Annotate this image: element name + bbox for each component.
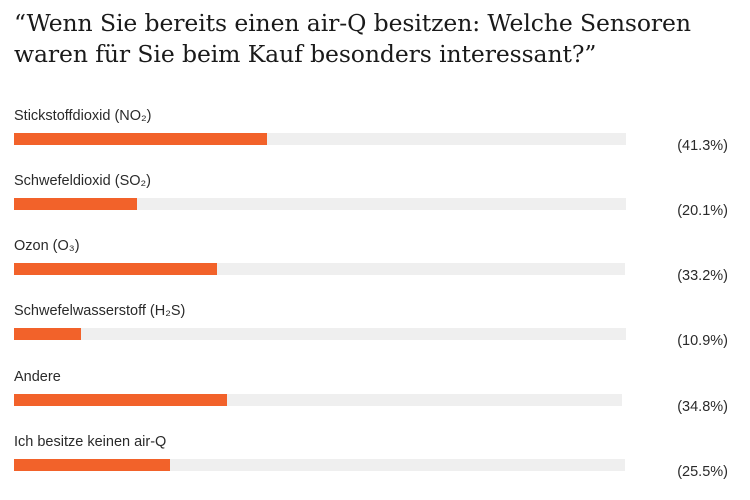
poll-option-label: Ich besitze keinen air-Q [14,434,167,450]
poll-percentage-label: (10.9%) [677,333,728,349]
poll-bar-fill [14,328,81,340]
poll-option-row: Ozon (O₃) (33.2%) [0,237,750,303]
poll-percentage-label: (34.8%) [677,399,728,415]
poll-bar-track [14,133,626,145]
poll-bar-track [14,263,625,275]
poll-bar-fill [14,394,227,406]
poll-bar-track [14,198,626,210]
poll-percentage-label: (33.2%) [677,268,728,284]
poll-option-label: Schwefeldioxid (SO₂) [14,173,151,189]
poll-option-label: Schwefelwasserstoff (H₂S) [14,303,186,319]
poll-bar-fill [14,133,267,145]
poll-option-row: Stickstoffdioxid (NO₂) (41.3%) [0,107,750,173]
poll-option-row: Schwefelwasserstoff (H₂S) (10.9%) [0,302,750,368]
poll-option-label: Andere [14,369,61,385]
poll-percentage-label: (20.1%) [677,203,728,219]
poll-percentage-label: (25.5%) [677,464,728,480]
poll-option-label: Stickstoffdioxid (NO₂) [14,108,152,124]
poll-option-row: Schwefeldioxid (SO₂) (20.1%) [0,172,750,238]
poll-bar-fill [14,459,170,471]
poll-option-label: Ozon (O₃) [14,238,80,254]
poll-bar-track [14,394,622,406]
poll-option-row: Andere (34.8%) [0,368,750,434]
poll-bar-fill [14,263,217,275]
poll-bar-track [14,459,625,471]
poll-option-row: Ich besitze keinen air-Q (25.5%) [0,433,750,499]
poll-bar-track [14,328,626,340]
poll-question-title: “Wenn Sie bereits einen air-Q besitzen: … [14,9,691,68]
poll-percentage-label: (41.3%) [677,138,728,154]
poll-bar-fill [14,198,137,210]
